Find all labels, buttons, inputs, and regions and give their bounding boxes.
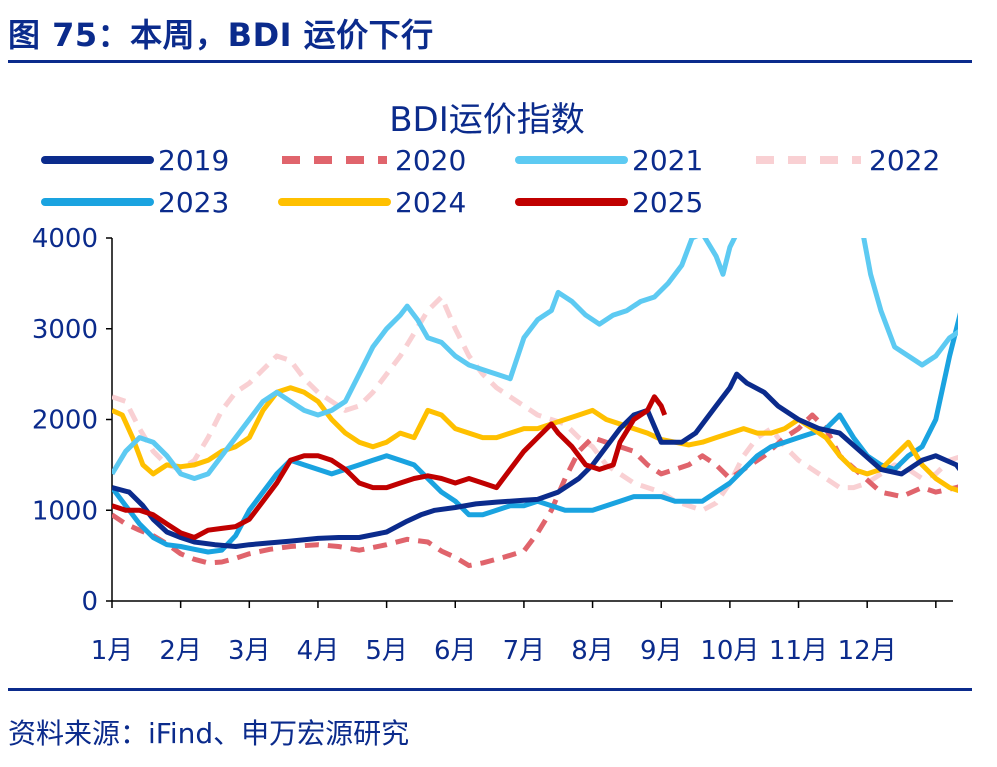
title-rule xyxy=(8,60,972,63)
x-tick-label: 5月 xyxy=(365,636,408,666)
legend-label-2020: 2020 xyxy=(395,144,466,177)
x-tick-label: 3月 xyxy=(228,636,271,666)
x-tick-label: 10月 xyxy=(700,636,759,666)
series-line-2025 xyxy=(112,394,668,540)
x-tick-label: 8月 xyxy=(571,636,614,666)
axes: 0 1000 2000 3000 4000 1月 2月 3月 4月 5月 6月 7月 8月 9月 10月 11… xyxy=(32,224,953,666)
x-tick-label: 1月 xyxy=(91,636,134,666)
x-tick-label: 4月 xyxy=(297,636,340,666)
series-line-2021 xyxy=(112,238,958,481)
legend-label-2019: 2019 xyxy=(158,144,229,177)
chart-title: BDI运价指数 xyxy=(389,100,585,140)
x-tick-label: 2月 xyxy=(159,636,202,666)
series-line-2019 xyxy=(112,371,958,549)
series-line-2022 xyxy=(112,294,958,513)
x-tick-label: 7月 xyxy=(503,636,546,666)
legend-label-2025: 2025 xyxy=(632,186,703,219)
series-lines xyxy=(112,238,958,569)
legend-label-2022: 2022 xyxy=(869,144,940,177)
y-tick-label: 2000 xyxy=(32,406,98,436)
y-tick-label: 3000 xyxy=(32,315,98,345)
x-tick-label: 11月 xyxy=(769,636,828,666)
y-tick-label: 0 xyxy=(81,587,98,617)
source-note: 资料来源：iFind、申万宏源研究 xyxy=(8,717,410,750)
x-tick-label: 6月 xyxy=(434,636,477,666)
legend-label-2024: 2024 xyxy=(395,186,466,219)
figure-title: 图 75：本周，BDI 运价下行 xyxy=(8,16,434,54)
x-tick-label: 9月 xyxy=(640,636,683,666)
legend-label-2021: 2021 xyxy=(632,144,703,177)
source-rule xyxy=(8,688,972,691)
y-tick-label: 1000 xyxy=(32,496,98,526)
y-tick-label: 4000 xyxy=(32,224,98,254)
legend-label-2023: 2023 xyxy=(158,186,229,219)
x-tick-label: 12月 xyxy=(838,636,897,666)
legend: 2019 2020 2021 2022 2023 2024 2025 xyxy=(41,144,940,219)
